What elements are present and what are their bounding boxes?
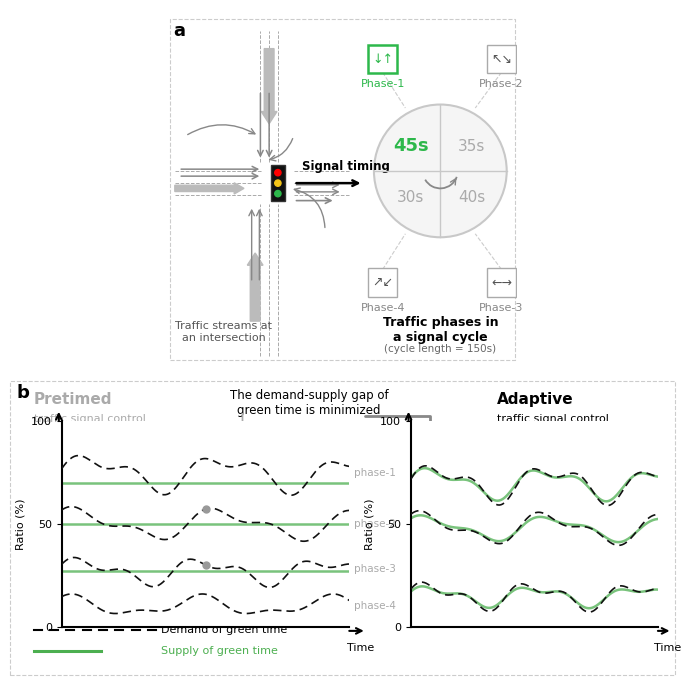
FancyBboxPatch shape [487,269,516,297]
Circle shape [374,105,507,237]
Text: Phase-3: Phase-3 [479,303,523,313]
Text: phase-4: phase-4 [353,601,395,611]
Text: ↓↑: ↓↑ [372,53,393,66]
Text: The demand-supply gap of
green time is minimized: The demand-supply gap of green time is m… [229,389,388,416]
Text: Traffic phases in
a signal cycle: Traffic phases in a signal cycle [382,316,498,344]
Text: 30s: 30s [397,190,424,205]
Text: phase-2: phase-2 [353,519,395,529]
Y-axis label: Ratio (%): Ratio (%) [15,498,25,550]
Text: Supply of green time: Supply of green time [161,646,278,656]
Text: Signal timing: Signal timing [302,160,390,173]
Text: 40s: 40s [458,190,486,205]
FancyBboxPatch shape [487,45,516,73]
Text: (cycle length = 150s): (cycle length = 150s) [384,344,497,354]
Circle shape [275,169,281,176]
Text: Demand of green time: Demand of green time [161,625,288,635]
Text: ←→: ←→ [491,276,512,289]
FancyBboxPatch shape [271,165,285,201]
Text: Pretimed: Pretimed [34,392,112,407]
Text: Traffic streams at
an intersection: Traffic streams at an intersection [175,321,272,342]
Text: Phase-2: Phase-2 [479,79,524,89]
Y-axis label: Ratio (%): Ratio (%) [364,498,375,550]
Text: Phase-1: Phase-1 [360,79,405,89]
Text: Adaptive: Adaptive [497,392,573,407]
Text: Time: Time [347,643,375,653]
Text: b: b [17,384,29,402]
Text: phase-3: phase-3 [353,564,395,574]
Text: traffic signal control: traffic signal control [34,414,146,425]
Text: 35s: 35s [458,139,486,154]
Circle shape [275,180,281,186]
Text: Phase-4: Phase-4 [360,303,405,313]
FancyArrow shape [261,49,277,124]
FancyBboxPatch shape [369,269,397,297]
FancyBboxPatch shape [369,45,397,73]
Text: a: a [173,23,185,40]
FancyArrow shape [175,183,244,194]
Text: Time: Time [654,643,681,653]
Text: ↖↘: ↖↘ [491,53,512,66]
Text: phase-1: phase-1 [353,468,395,477]
Text: traffic signal control: traffic signal control [497,414,609,425]
Text: 45s: 45s [393,138,428,155]
Circle shape [275,190,281,197]
Text: ↗↙: ↗↙ [372,276,393,289]
FancyArrow shape [247,253,263,321]
